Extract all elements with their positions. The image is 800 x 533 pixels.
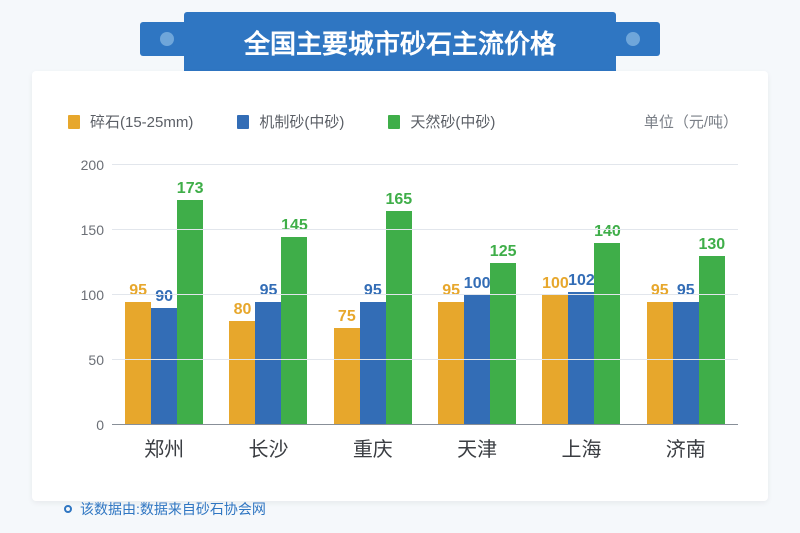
bar: 90 — [151, 308, 177, 425]
bar-value-label: 100 — [464, 275, 491, 293]
bar-value-label: 95 — [442, 282, 460, 300]
bar: 130 — [699, 256, 725, 425]
chart-title: 全国主要城市砂石主流价格 — [244, 29, 556, 59]
plot-area: 9590173809514575951659510012510010214095… — [112, 165, 738, 425]
title-dot-right — [626, 32, 640, 46]
unit-label: 单位（元/吨） — [644, 111, 738, 132]
bar: 173 — [177, 200, 203, 425]
y-tick-label: 200 — [81, 157, 104, 173]
x-category-label: 济南 — [634, 425, 738, 455]
bar-cluster: 95100125 — [438, 165, 516, 425]
bar: 125 — [490, 263, 516, 426]
bar-group: 95100125 — [425, 165, 529, 425]
bar-cluster: 7595165 — [334, 165, 412, 425]
bar-group: 9590173 — [112, 165, 216, 425]
bar: 140 — [594, 243, 620, 425]
bar-value-label: 95 — [677, 282, 695, 300]
legend-swatch — [388, 115, 400, 129]
bar-group: 8095145 — [216, 165, 320, 425]
data-source: 该数据由:数据来自砂石协会网 — [64, 499, 266, 519]
x-category-label: 重庆 — [321, 425, 425, 455]
bar-cluster: 9590173 — [125, 165, 203, 425]
bar-groups: 9590173809514575951659510012510010214095… — [112, 165, 738, 425]
bullet-icon — [64, 505, 72, 513]
bar-value-label: 95 — [260, 282, 278, 300]
bar-value-label: 130 — [698, 236, 725, 254]
bar-group: 7595165 — [321, 165, 425, 425]
x-axis: 郑州长沙重庆天津上海济南 — [112, 425, 738, 455]
legend-item: 天然砂(中砂) — [388, 111, 495, 132]
bar-value-label: 165 — [385, 191, 412, 209]
y-axis: 050100150200 — [72, 165, 112, 425]
bar: 100 — [464, 295, 490, 425]
legend-swatch — [237, 115, 249, 129]
legend: 碎石(15-25mm) 机制砂(中砂) 天然砂(中砂) 单位（元/吨） — [68, 111, 738, 132]
bar-value-label: 95 — [651, 282, 669, 300]
data-source-text: 该数据由:数据来自砂石协会网 — [80, 499, 266, 519]
title-dot-left — [160, 32, 174, 46]
bar-cluster: 9595130 — [647, 165, 725, 425]
grid-line — [112, 164, 738, 165]
bar: 80 — [229, 321, 255, 425]
chart-panel: 碎石(15-25mm)机制砂(中砂)天然砂(中砂)单位（元/吨） 0501001… — [32, 71, 768, 501]
chart-area: 050100150200 959017380951457595165951001… — [72, 165, 738, 455]
bar: 95 — [647, 302, 673, 426]
bar-value-label: 95 — [364, 282, 382, 300]
bar-value-label: 125 — [490, 243, 517, 261]
bar-cluster: 100102140 — [542, 165, 620, 425]
bar: 165 — [386, 211, 412, 426]
y-tick-label: 100 — [81, 287, 104, 303]
bar: 95 — [673, 302, 699, 426]
title-tab-left — [140, 22, 194, 56]
legend-item: 碎石(15-25mm) — [68, 111, 193, 132]
bar-value-label: 145 — [281, 217, 308, 235]
grid-line — [112, 294, 738, 295]
bar-cluster: 8095145 — [229, 165, 307, 425]
bar: 145 — [281, 237, 307, 426]
y-tick-label: 150 — [81, 222, 104, 238]
bar: 75 — [334, 328, 360, 426]
x-category-label: 上海 — [529, 425, 633, 455]
x-category-label: 郑州 — [112, 425, 216, 455]
bar-value-label: 95 — [129, 282, 147, 300]
bar: 95 — [360, 302, 386, 426]
bar: 95 — [125, 302, 151, 426]
bar-value-label: 102 — [568, 272, 595, 290]
x-category-label: 长沙 — [216, 425, 320, 455]
bar: 95 — [438, 302, 464, 426]
bar-value-label: 80 — [234, 301, 252, 319]
bar-value-label: 100 — [542, 275, 569, 293]
bar-value-label: 90 — [155, 288, 173, 306]
bar-group: 100102140 — [529, 165, 633, 425]
bar-value-label: 173 — [177, 180, 204, 198]
bar-value-label: 75 — [338, 308, 356, 326]
bar: 95 — [255, 302, 281, 426]
grid-line — [112, 229, 738, 230]
bar-value-label: 140 — [594, 223, 621, 241]
y-tick-label: 50 — [88, 352, 104, 368]
legend-label: 碎石(15-25mm) — [90, 111, 193, 132]
legend-label: 天然砂(中砂) — [410, 111, 495, 132]
x-category-label: 天津 — [425, 425, 529, 455]
bar: 100 — [542, 295, 568, 425]
bar-group: 9595130 — [634, 165, 738, 425]
title-bar: 全国主要城市砂石主流价格 — [32, 12, 768, 75]
legend-swatch — [68, 115, 80, 129]
legend-item: 机制砂(中砂) — [237, 111, 344, 132]
y-tick-label: 0 — [96, 417, 104, 433]
chart-card: 全国主要城市砂石主流价格 碎石(15-25mm) 机制砂(中砂) 天然砂(中砂) 单位… — [0, 0, 800, 533]
title-tab-right — [606, 22, 660, 56]
legend-label: 机制砂(中砂) — [259, 111, 344, 132]
grid-line — [112, 359, 738, 360]
